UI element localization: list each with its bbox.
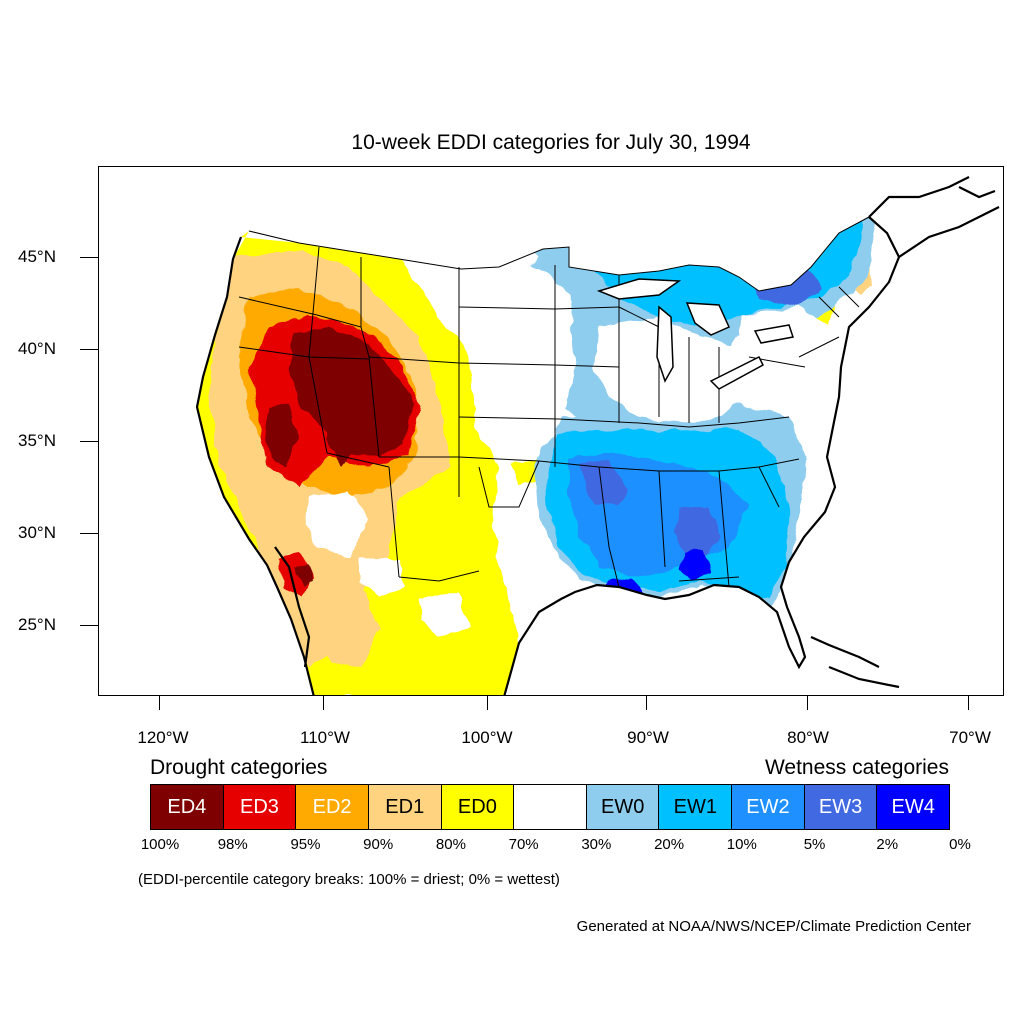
lat-label-25: 25°N [18,615,56,634]
lon-label-70w: 70°W [949,728,991,747]
lat-tick [80,441,98,442]
lat-label-40: 40°N [18,339,56,358]
break-label: 95% [290,836,321,853]
lat-label-30: 30°N [18,523,56,542]
lon-label-90w: 90°W [627,728,669,747]
legend-cell-ew3: EW3 [804,785,878,829]
lon-tick [487,696,488,710]
lon-label-110w: 110°W [300,728,350,747]
coastlines [195,176,1000,695]
break-label: 0% [949,836,971,853]
break-label: 98% [217,836,248,853]
lon-tick [159,696,160,710]
drought-categories-heading: Drought categories [150,756,328,779]
break-label: 20% [654,836,685,853]
lat-label-45: 45°N [18,247,56,266]
legend-cell-ed3: ED3 [223,785,297,829]
map-area [98,166,1004,696]
state-boundaries [238,216,870,588]
lat-tick [80,257,98,258]
wetness-categories-heading: Wetness categories [764,756,949,779]
lon-label-80w: 80°W [787,728,829,747]
legend-cell-ew4: EW4 [877,785,950,829]
legend-cell-none [514,785,587,829]
break-label: 2% [876,836,899,853]
break-label: 90% [363,836,394,853]
legend-cell-ed1: ED1 [368,785,442,829]
lon-tick [968,696,969,710]
lon-tick [807,696,808,710]
category-breaks-note: (EDDI-percentile category breaks: 100% =… [138,871,560,888]
lat-tick [80,533,98,534]
lon-label-120w: 120°W [137,728,189,747]
break-label: 70% [508,836,539,853]
legend-cell-ew0: EW0 [586,785,660,829]
lat-tick [80,625,98,626]
legend-cell-ed2: ED2 [296,785,369,829]
break-label: 100% [140,836,180,853]
legend-cell-ed4: ED4 [151,785,224,829]
break-label: 10% [726,836,757,853]
legend-cell-ew1: EW1 [659,785,733,829]
category-legend-bar: ED4 ED3 ED2 ED1 ED0 EW0 EW1 EW2 EW3 EW4 [150,784,950,830]
lon-tick [323,696,324,710]
legend-cell-ew2: EW2 [732,785,805,829]
eddi-map-svg [195,176,1000,695]
break-label: 80% [435,836,466,853]
break-label: 5% [803,836,826,853]
lon-label-100w: 100°W [461,728,513,747]
credit-line: Generated at NOAA/NWS/NCEP/Climate Predi… [576,918,971,935]
lon-tick [646,696,647,710]
lat-tick [80,349,98,350]
break-label: 30% [581,836,612,853]
map-title: 10-week EDDI categories for July 30, 199… [351,131,751,154]
categories-layer [197,217,899,695]
lat-label-35: 35°N [18,431,56,450]
legend-cell-ed0: ED0 [441,785,515,829]
great-lakes [596,278,794,390]
